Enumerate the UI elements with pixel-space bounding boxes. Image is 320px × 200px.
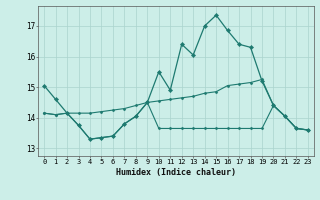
X-axis label: Humidex (Indice chaleur): Humidex (Indice chaleur) [116,168,236,177]
